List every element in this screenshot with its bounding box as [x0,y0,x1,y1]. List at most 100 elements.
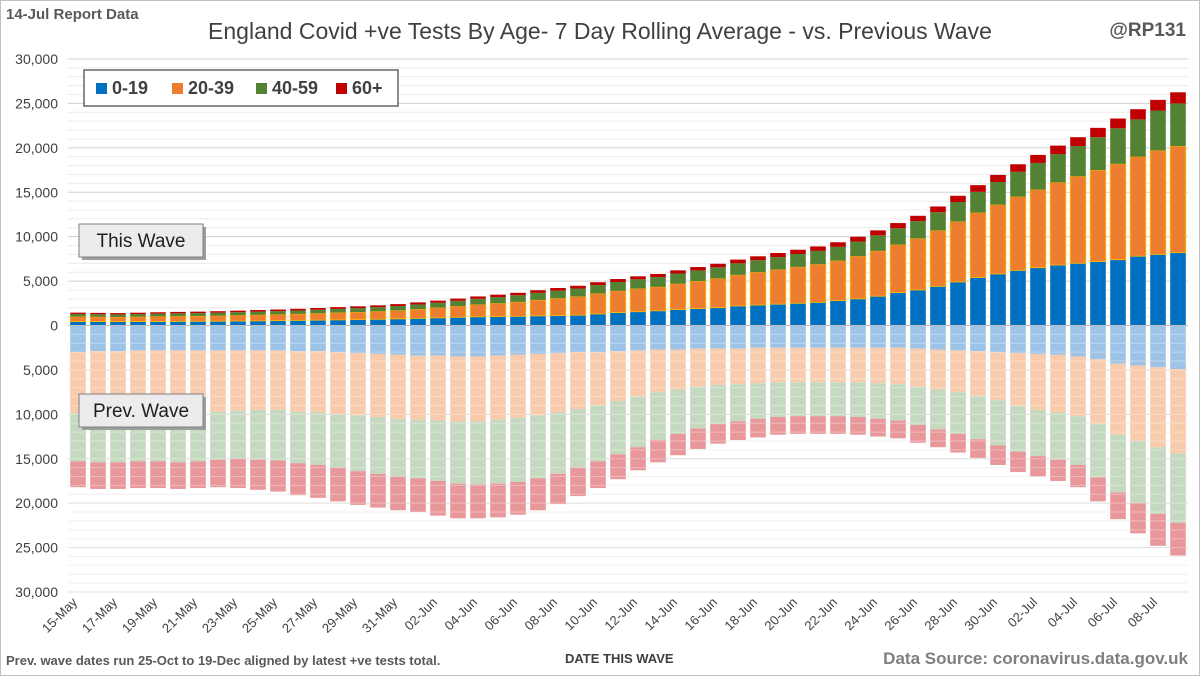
prev-wave-bar-40-59 [430,420,446,481]
prev-wave-bar-0-19 [910,325,926,349]
this-wave-bar-40-59 [310,309,326,314]
x-tick-label: 15-May [39,594,81,636]
this-wave-bar-0-19 [390,318,406,326]
prev-wave-bar-20-39 [430,355,446,421]
y-tick-label: 25,000 [15,95,58,111]
prev-wave-bar-20-39 [1150,367,1166,448]
y-tick-label: 10,000 [15,229,58,245]
prev-wave-bar-60+ [950,433,966,453]
x-tick-label: 10-Jun [561,595,600,634]
prev-wave-bar-0-19 [170,325,186,351]
prev-wave-bar-0-19 [890,325,906,348]
prev-wave-bar-20-39 [710,348,726,386]
this-wave-bar-60+ [350,306,366,309]
prev-wave-bar-60+ [1150,513,1166,546]
this-wave-bar-20-39 [849,255,867,300]
prev-wave-bar-60+ [310,464,326,498]
prev-wave-bar-60+ [490,483,506,518]
this-wave-bar-0-19 [990,273,1006,326]
prev-wave-bar-0-19 [90,325,106,352]
this-wave-bar-40-59 [670,273,686,284]
this-wave-bar-20-39 [89,316,107,322]
prev-wave-bar-40-59 [610,401,626,455]
x-tick-label: 14-Jun [641,595,680,634]
this-wave-bar-0-19 [190,321,206,326]
legend-label: 40-59 [272,78,318,98]
this-wave-bar-40-59 [990,182,1006,205]
this-wave-bar-0-19 [170,321,186,326]
x-tick-label: 12-Jun [601,595,640,634]
this-wave-bar-60+ [210,311,226,313]
prev-wave-bar-0-19 [770,325,786,348]
this-wave-bar-60+ [610,279,626,282]
this-wave-bar-20-39 [929,230,947,287]
prev-wave-bar-60+ [270,460,286,492]
this-wave-bar-60+ [310,307,326,310]
prev-wave-bar-40-59 [390,418,406,477]
prev-wave-bar-60+ [190,461,206,489]
prev-wave-bar-20-39 [1010,353,1026,407]
this-wave-bar-40-59 [410,304,426,310]
this-wave-bar-40-59 [430,302,446,308]
prev-wave-bar-60+ [1130,503,1146,534]
prev-wave-bar-0-19 [1170,325,1186,370]
prev-wave-bar-60+ [850,416,866,435]
this-wave-bar-40-59 [1070,146,1086,177]
this-wave-bar-40-59 [1170,103,1186,147]
prev-wave-bar-40-59 [1150,447,1166,514]
this-wave-bar-40-59 [910,221,926,239]
prev-wave-bar-0-19 [290,325,306,352]
this-wave-bar-60+ [570,285,586,289]
this-wave-bar-40-59 [370,307,386,312]
prev-wave-bar-40-59 [1050,412,1066,460]
this-wave-bar-20-39 [749,271,767,306]
this-wave-bar-40-59 [850,241,866,257]
prev-wave-bar-0-19 [270,325,286,351]
this-wave-bar-0-19 [970,277,986,326]
this-wave-bar-40-59 [630,279,646,289]
this-wave-bar-0-19 [1170,252,1186,326]
this-wave-bar-40-59 [390,306,406,311]
this-wave-bar-20-39 [309,312,327,321]
prev-wave-bar-60+ [530,478,546,511]
prev-wave-bar-0-19 [670,325,686,350]
this-wave-bar-0-19 [1030,267,1046,326]
x-tick-label: 21-May [159,594,201,636]
this-wave-bar-20-39 [769,269,787,305]
this-wave-bar-60+ [1050,145,1066,155]
this-wave-annotation: This Wave [96,231,185,252]
prev-wave-bar-0-19 [210,325,226,351]
this-wave-bar-20-39 [1169,145,1187,254]
this-wave-bar-60+ [90,312,106,315]
x-tick-label: 22-Jun [801,595,840,634]
this-wave-bar-20-39 [869,250,887,297]
prev-wave-bar-0-19 [330,325,346,353]
this-wave-bar-0-19 [490,316,506,326]
this-wave-bar-0-19 [590,313,606,326]
this-wave-bar-20-39 [429,307,447,319]
this-wave-bar-60+ [1150,99,1166,111]
this-wave-bar-0-19 [250,320,266,326]
this-wave-bar-60+ [970,185,986,192]
this-wave-bar-40-59 [1050,154,1066,183]
prev-wave-bar-60+ [1030,456,1046,477]
prev-wave-bar-60+ [70,461,86,488]
this-wave-bar-20-39 [509,301,527,317]
this-wave-bar-0-19 [790,303,806,326]
this-wave-bar-0-19 [690,308,706,326]
this-wave-bar-40-59 [330,308,346,313]
this-wave-bar-60+ [70,312,86,314]
prev-wave-bar-20-39 [950,350,966,393]
this-wave-bar-0-19 [630,311,646,326]
this-wave-bar-40-59 [970,191,986,213]
this-wave-bar-20-39 [809,263,827,303]
this-wave-bar-0-19 [510,316,526,326]
prev-wave-bar-20-39 [470,356,486,422]
prev-wave-bar-0-19 [610,325,626,352]
this-wave-bar-60+ [290,308,306,311]
this-wave-bar-60+ [1130,109,1146,120]
this-wave-bar-20-39 [1069,175,1087,264]
prev-wave-bar-20-39 [890,347,906,385]
prev-wave-bar-20-39 [1110,363,1126,435]
this-wave-bar-60+ [450,298,466,301]
